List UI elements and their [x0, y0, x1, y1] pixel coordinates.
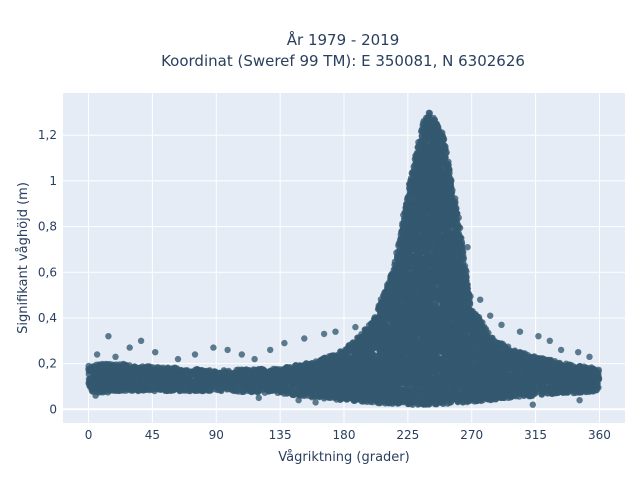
data-points: [85, 109, 603, 408]
chart-title: År 1979 - 2019 Koordinat (Sweref 99 TM):…: [161, 30, 525, 70]
chart-title-line-1: År 1979 - 2019: [287, 30, 400, 49]
chart-title-line-2: Koordinat (Sweref 99 TM): E 350081, N 63…: [161, 52, 525, 70]
